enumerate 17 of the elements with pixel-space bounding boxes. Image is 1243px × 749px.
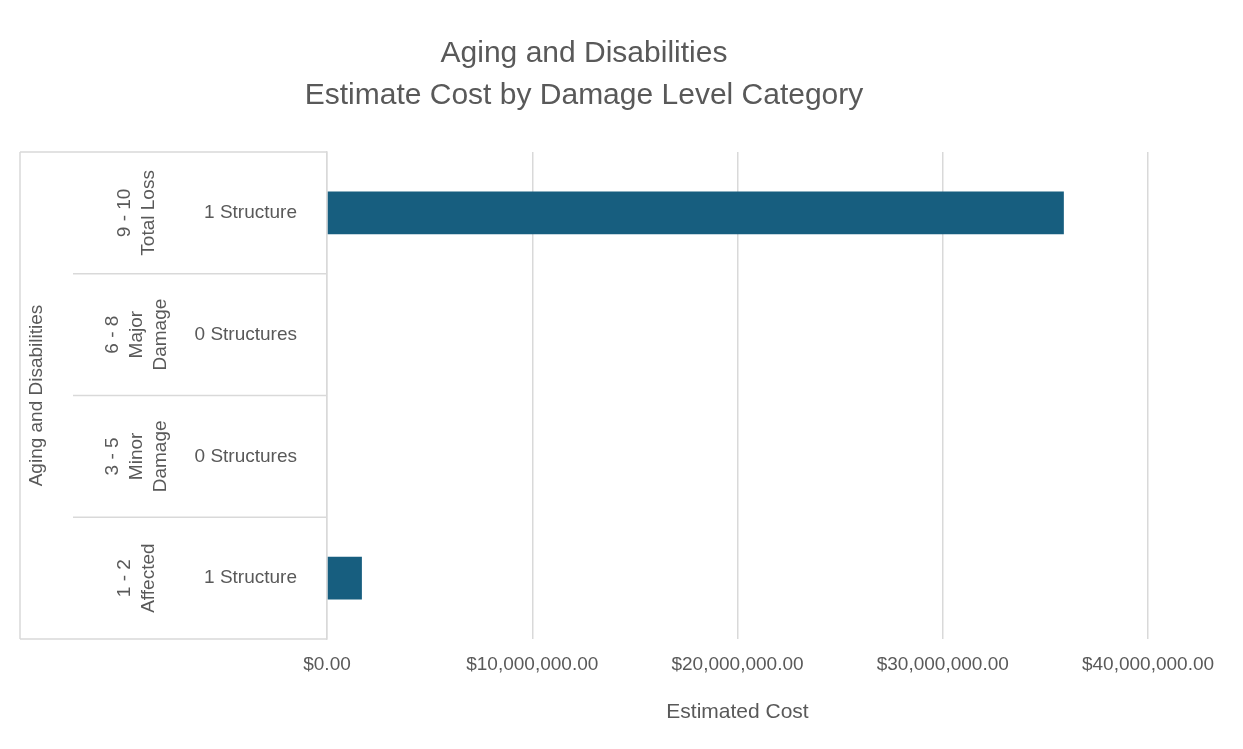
y-tick-label: 0 Structures bbox=[194, 322, 297, 344]
y-tick-label: 1 Structure bbox=[204, 566, 297, 588]
text: 3 - 5 Minor Damage bbox=[101, 420, 171, 493]
text: 1 - 2 Affected bbox=[113, 543, 159, 613]
chart-subtitle: Estimate Cost by Damage Level Category bbox=[304, 77, 864, 111]
text: Aging and Disabilities bbox=[25, 304, 47, 487]
text: 6 - 8 Major Damage bbox=[101, 298, 171, 371]
x-tick-label: $10,000,000.00 bbox=[466, 652, 599, 674]
chart-title: Aging and Disabilities bbox=[440, 35, 728, 69]
y-tick-label: 1 Structure bbox=[204, 201, 297, 223]
x-tick-label: $40,000,000.00 bbox=[1081, 652, 1215, 674]
text: 9 - 10 Total Loss bbox=[113, 170, 159, 256]
x-tick-label: $30,000,000.00 bbox=[876, 652, 1009, 674]
x-tick-label: $20,000,000.00 bbox=[671, 652, 804, 674]
x-tick-label: $0.00 bbox=[303, 652, 351, 674]
y-tick-label: 0 Structures bbox=[194, 444, 297, 466]
x-axis-title: Estimated Cost bbox=[666, 699, 809, 723]
